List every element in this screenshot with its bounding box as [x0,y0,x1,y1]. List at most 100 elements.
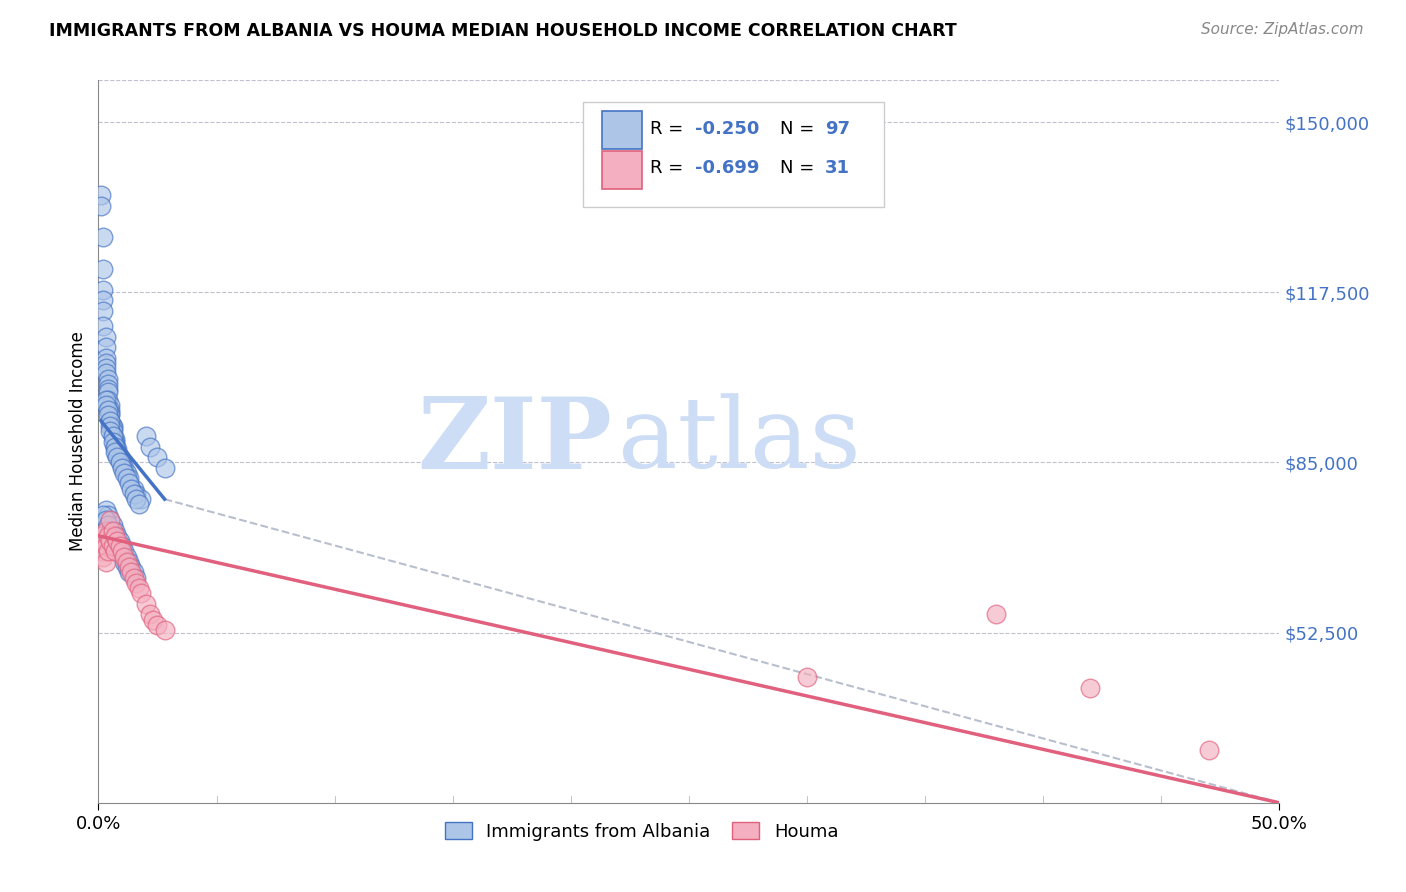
Point [108,450,131,465]
Text: 97: 97 [825,120,849,137]
Point [94,340,117,354]
Point [94,539,117,553]
Point [98,424,121,438]
Point [108,455,131,469]
Point [111,455,134,469]
Point [101,529,124,543]
Point [115,560,138,574]
Point [97,403,120,417]
Point [111,549,134,564]
Point [98,406,121,420]
Point [98,409,121,423]
Point [94,356,117,370]
Point [97,392,120,407]
Point [118,560,141,574]
FancyBboxPatch shape [582,102,884,207]
Point [118,566,141,580]
Point [91,534,114,549]
Text: atlas: atlas [619,393,860,490]
Point [104,529,127,543]
Point [98,534,121,549]
Point [94,361,117,376]
Point [129,492,152,507]
Point [122,482,145,496]
Point [94,513,117,527]
Point [135,429,157,443]
Point [90,544,112,558]
Point [98,513,121,527]
Point [125,487,148,501]
Point [118,471,141,485]
Point [142,613,165,627]
Point [91,508,114,522]
Point [94,524,117,538]
Point [111,458,134,472]
Point [97,518,120,533]
Point [97,384,120,399]
Point [984,607,1007,622]
Point [98,418,121,433]
Text: -0.250: -0.250 [695,120,759,137]
Point [101,421,124,435]
Point [125,575,148,590]
Point [122,571,145,585]
Text: -0.699: -0.699 [695,160,759,178]
Point [94,367,117,381]
Point [101,539,124,553]
Point [97,382,120,396]
Text: N =: N = [780,160,820,178]
Point [139,440,162,454]
Point [125,492,148,507]
Point [97,508,120,522]
Point [112,549,135,564]
Point [98,414,121,428]
Point [97,544,120,558]
Point [90,188,112,202]
Point [111,539,134,553]
Point [108,544,131,558]
Point [115,549,138,564]
Point [104,445,127,459]
Point [94,330,117,344]
Point [105,534,128,549]
Point [125,571,148,585]
Point [97,529,120,543]
Point [94,502,117,516]
Point [97,376,120,391]
Point [98,403,121,417]
Text: 31: 31 [825,160,849,178]
Point [91,261,114,276]
Text: Source: ZipAtlas.com: Source: ZipAtlas.com [1201,22,1364,37]
Point [101,518,124,533]
Text: R =: R = [650,120,689,137]
Point [97,372,120,386]
Point [796,670,818,684]
Point [97,409,120,423]
FancyBboxPatch shape [602,112,641,149]
Point [98,524,121,538]
Point [153,623,176,637]
Point [101,424,124,438]
Point [91,319,114,334]
Point [128,581,150,595]
Point [146,450,169,465]
Point [98,513,121,527]
Point [105,529,128,543]
Point [104,544,127,558]
Point [115,471,138,485]
Point [101,434,124,449]
Point [101,429,124,443]
Point [121,566,143,580]
Point [108,539,131,553]
Point [104,434,127,449]
Point [105,539,128,553]
Text: ZIP: ZIP [418,393,612,490]
Point [91,549,114,564]
Point [104,437,127,451]
Point [1198,743,1220,757]
Point [135,597,157,611]
Point [91,230,114,244]
Point [105,445,128,459]
Point [129,586,152,600]
Point [105,448,128,462]
